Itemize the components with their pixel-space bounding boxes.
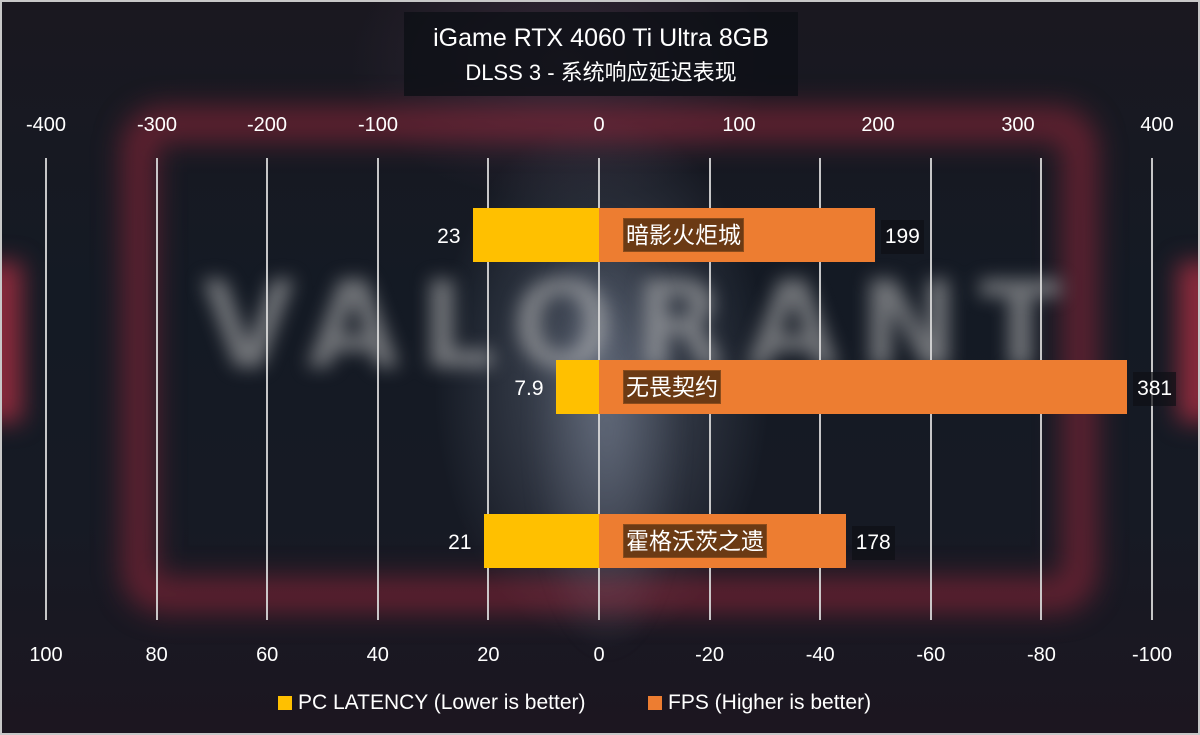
latency-value: 7.9: [514, 377, 544, 400]
bottom-axis-tick: 60: [256, 644, 279, 666]
bottom-axis-tick: -100: [1131, 644, 1173, 666]
legend-swatch-fps: [648, 696, 662, 710]
bottom-axis-tick: -80: [1026, 644, 1056, 666]
top-axis-tick: 0: [593, 114, 605, 136]
fps-value: 199: [880, 220, 924, 254]
latency-bar: [483, 514, 599, 568]
fps-value: 381: [1133, 372, 1177, 406]
bottom-axis-tick: 40: [366, 644, 389, 666]
top-axis-tick: -300: [136, 114, 178, 136]
game-label: 霍格沃茨之遗: [623, 524, 767, 558]
bottom-axis-tick: -60: [916, 644, 946, 666]
latency-value: 23: [437, 225, 461, 248]
top-axis-tick: -400: [25, 114, 67, 136]
bottom-axis-tick: 0: [593, 644, 605, 666]
chart-subtitle: DLSS 3 - 系统响应延迟表现: [465, 60, 737, 85]
top-axis-tick: 300: [1001, 114, 1035, 136]
bottom-axis-tick: 20: [477, 644, 500, 666]
top-axis-tick: 200: [861, 114, 895, 136]
gridline: [45, 158, 47, 620]
top-axis-tick: -100: [357, 114, 399, 136]
legend-item-latency: PC LATENCY (Lower is better): [278, 686, 585, 720]
title-box: iGame RTX 4060 Ti Ultra 8GB DLSS 3 - 系统响…: [404, 12, 798, 96]
legend-label-fps: FPS (Higher is better): [668, 691, 872, 714]
bottom-axis-tick: -40: [805, 644, 835, 666]
latency-bar: [555, 360, 599, 414]
chart-title: iGame RTX 4060 Ti Ultra 8GB: [433, 24, 769, 52]
bottom-axis-tick: 100: [29, 644, 63, 666]
fps-value: 178: [851, 526, 895, 560]
latency-value: 21: [448, 531, 472, 554]
top-axis-tick: 400: [1140, 114, 1174, 136]
gridline: [487, 158, 490, 620]
game-label: 无畏契约: [623, 370, 721, 404]
latency-bar: [472, 208, 599, 262]
top-axis-tick: 100: [722, 114, 756, 136]
top-axis-tick: -200: [246, 114, 288, 136]
gridline: [266, 158, 269, 620]
bottom-axis-tick: 80: [145, 644, 168, 666]
bottom-axis-tick: -20: [695, 644, 725, 666]
legend-label-latency: PC LATENCY (Lower is better): [298, 691, 586, 714]
gridline: [155, 158, 158, 620]
top-axis-fps: -400 -300 -200 -100 0 100 200 300 400: [2, 110, 1198, 140]
gridline: [376, 158, 379, 620]
legend: PC LATENCY (Lower is better) FPS (Higher…: [2, 686, 1198, 720]
legend-item-fps: FPS (Higher is better): [648, 686, 871, 720]
bottom-axis-latency: 100 80 60 40 20 0 -20 -40 -60 -80 -100: [2, 640, 1198, 670]
legend-swatch-latency: [278, 696, 292, 710]
game-label: 暗影火炬城: [623, 218, 744, 252]
